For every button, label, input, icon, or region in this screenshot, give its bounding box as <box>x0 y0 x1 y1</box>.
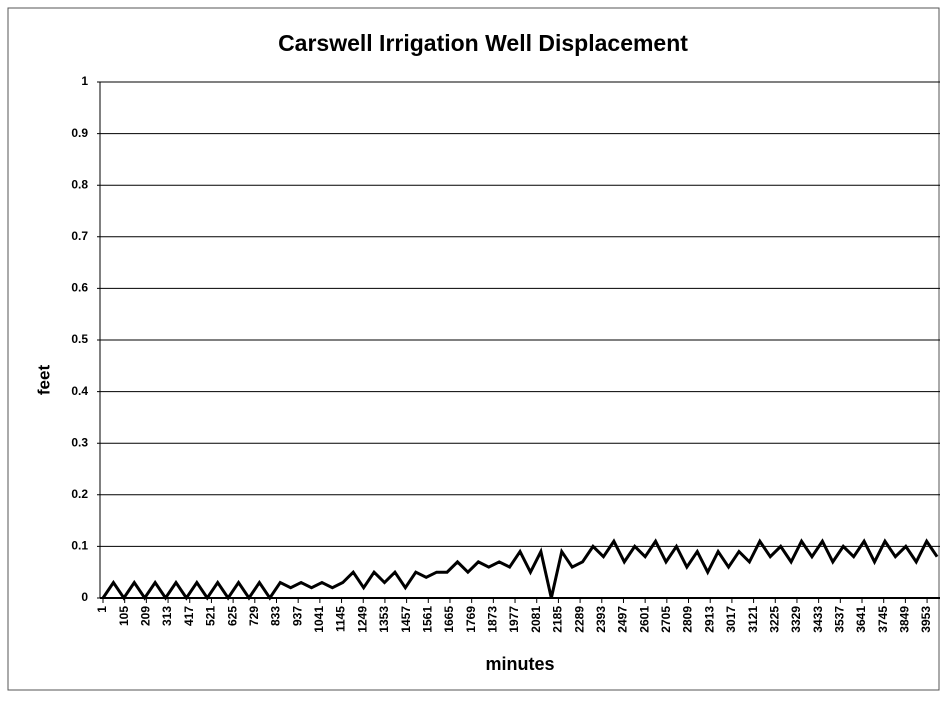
x-tick-label: 2289 <box>572 606 586 633</box>
x-tick-label: 3017 <box>724 606 738 633</box>
x-tick-label: 3433 <box>811 606 825 633</box>
chart-title: Carswell Irrigation Well Displacement <box>278 30 688 56</box>
data-line <box>101 538 939 601</box>
x-tick-label: 3225 <box>767 606 781 633</box>
y-tick-label: 0.8 <box>71 177 88 191</box>
x-tick-label: 2393 <box>594 606 608 633</box>
x-tick-label: 2497 <box>616 606 630 633</box>
x-tick-label: 1873 <box>486 606 500 633</box>
x-tick-label: 1353 <box>377 606 391 633</box>
x-tick-label: 3849 <box>898 606 912 633</box>
x-tick-label: 2081 <box>529 606 543 633</box>
x-tick-label: 417 <box>182 606 196 626</box>
x-tick-label: 3329 <box>789 606 803 633</box>
y-tick-label: 0.4 <box>71 384 88 398</box>
x-tick-label: 3641 <box>854 606 868 633</box>
x-tick-label: 3745 <box>876 606 890 633</box>
x-tick-label: 1 <box>95 606 109 613</box>
x-tick-label: 1665 <box>442 606 456 633</box>
x-tick-label: 105 <box>117 606 131 626</box>
x-tick-label: 3121 <box>746 606 760 633</box>
y-tick-label: 0.2 <box>71 487 88 501</box>
y-tick-label: 1 <box>81 74 88 88</box>
x-tick-label: 937 <box>290 606 304 626</box>
y-tick-label: 0 <box>81 590 88 604</box>
x-tick-label: 3537 <box>832 606 846 633</box>
x-tick-label: 209 <box>139 606 153 626</box>
x-tick-label: 1249 <box>355 606 369 633</box>
y-tick-label: 0.3 <box>71 435 88 449</box>
y-tick-label: 0.1 <box>71 539 88 553</box>
x-tick-label: 2185 <box>551 606 565 633</box>
x-tick-label: 729 <box>247 606 261 626</box>
x-tick-label: 1561 <box>420 606 434 633</box>
y-axis-label: feet <box>34 365 53 396</box>
x-tick-label: 2809 <box>681 606 695 633</box>
y-tick-label: 0.7 <box>71 229 88 243</box>
x-tick-label: 3953 <box>919 606 933 633</box>
x-tick-label: 1977 <box>507 606 521 633</box>
x-tick-label: 2705 <box>659 606 673 633</box>
x-axis-label: minutes <box>485 654 554 674</box>
x-tick-label: 1769 <box>464 606 478 633</box>
x-tick-label: 1145 <box>334 606 348 632</box>
y-tick-label: 0.5 <box>71 332 88 346</box>
chart-border <box>7 7 940 691</box>
y-tick-label: 0.9 <box>71 126 88 140</box>
x-tick-label: 2913 <box>702 606 716 633</box>
x-tick-label: 2601 <box>637 606 651 633</box>
y-tick-label: 0.6 <box>71 281 88 295</box>
x-tick-label: 313 <box>160 606 174 626</box>
x-tick-label: 1041 <box>312 606 326 633</box>
x-tick-label: 521 <box>204 606 218 626</box>
x-tick-label: 833 <box>269 606 283 626</box>
x-tick-label: 625 <box>225 606 239 626</box>
x-tick-label: 1457 <box>399 606 413 633</box>
